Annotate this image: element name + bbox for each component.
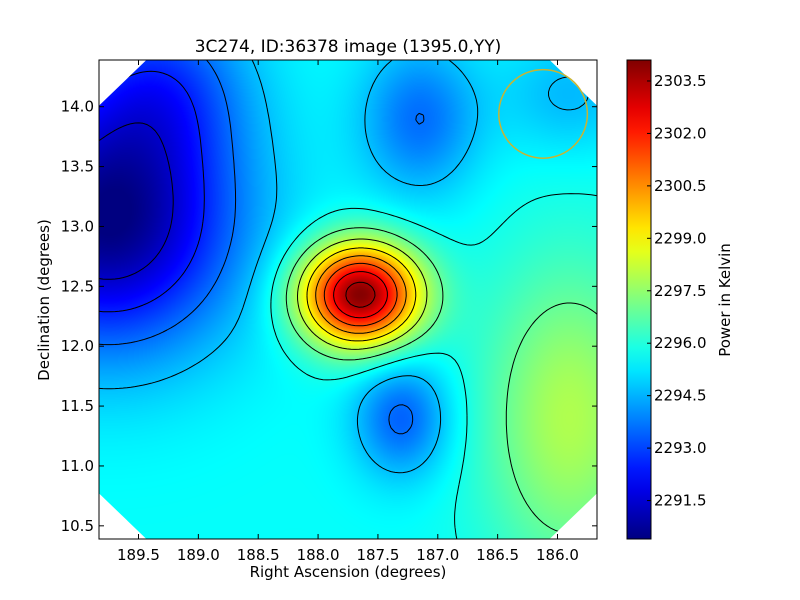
beam-circle: [498, 68, 589, 159]
chart-title: 3C274, ID:36378 image (1395.0,YY): [195, 37, 502, 57]
x-tick-label-6: 186.5: [476, 546, 519, 564]
colorbar-tick-label-8: 2303.5: [654, 72, 707, 90]
contour-line-0: [99, 122, 174, 280]
x-tick-label-4: 187.5: [356, 546, 399, 564]
y-tick-label-6: 13.5: [61, 158, 94, 176]
x-tick-label-3: 188.0: [297, 546, 340, 564]
y-tick-label-0: 10.5: [61, 517, 94, 535]
colorbar-tick-label-0: 2291.5: [654, 492, 707, 510]
x-tick-label-2: 188.5: [237, 546, 280, 564]
y-axis-ticks: 10.5 11.0 11.5 12.0 12.5 13.0 13.5 14.0: [61, 98, 597, 535]
colorbar-ticks: 2291.5 2293.0 2294.5 2296.0 2297.5 2299.0 2300…: [647, 72, 707, 510]
colorbar-tick-label-6: 2300.5: [654, 177, 707, 195]
x-tick-label-7: 186.0: [536, 546, 579, 564]
contour-line-9: [323, 262, 398, 327]
colorbar-tick-label-2: 2294.5: [654, 387, 707, 405]
axes-frame: [98, 59, 598, 540]
contour-line-6: [297, 238, 428, 350]
y-tick-label-1: 11.0: [61, 457, 94, 475]
y-tick-label-3: 12.0: [61, 337, 94, 355]
contour-line-8: [315, 255, 407, 334]
colorbar-tick-label-5: 2299.0: [654, 229, 707, 247]
x-axis-ticks: 189.5 189.0 188.5 188.0 187.5 187.0 186.5 186.0: [117, 60, 579, 564]
contour-line-11: [345, 281, 376, 308]
x-tick-label-5: 187.0: [416, 546, 459, 564]
contour-line-10: [333, 271, 388, 319]
y-tick-label-4: 12.5: [61, 277, 94, 295]
plot-area: [99, 60, 597, 539]
colorbar-label: Power in Kelvin: [716, 243, 734, 357]
colorbar-frame: [626, 59, 652, 540]
colorbar-gradient: [627, 60, 651, 539]
colorbar: 2291.5 2293.0 2294.5 2296.0 2297.5 2299.0 2300…: [626, 59, 734, 540]
contour-line-7: [306, 247, 417, 342]
x-axis-label: Right Ascension (degrees): [250, 563, 447, 581]
colorbar-tick-label-3: 2296.0: [654, 334, 707, 352]
colorbar-tick-label-4: 2297.5: [654, 282, 707, 300]
y-tick-label-7: 14.0: [61, 98, 94, 116]
contour-line-5: [285, 227, 597, 534]
x-tick-label-1: 189.0: [177, 546, 220, 564]
heatmap: [99, 60, 597, 539]
colorbar-tick-label-7: 2302.0: [654, 124, 707, 142]
colorbar-tick-label-1: 2293.0: [654, 439, 707, 457]
y-axis-label: Declination (degrees): [35, 219, 53, 381]
y-tick-label-5: 13.0: [61, 217, 94, 235]
y-tick-label-2: 11.5: [61, 397, 94, 415]
x-tick-label-0: 189.5: [117, 546, 160, 564]
contour-line-4: [270, 193, 597, 539]
